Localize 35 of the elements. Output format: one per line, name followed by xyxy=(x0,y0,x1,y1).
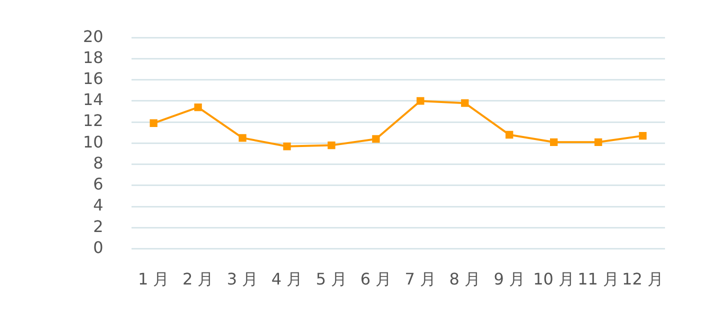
y-tick-label: 18 xyxy=(83,48,104,67)
point xyxy=(150,119,158,127)
y-tick-label: 14 xyxy=(83,90,104,110)
point xyxy=(372,135,380,143)
x-tick-label: 4 月 xyxy=(271,270,303,289)
x-tick-label: 3 月 xyxy=(226,270,258,289)
point xyxy=(638,132,647,140)
point xyxy=(506,130,514,139)
x-tick-label: 8 月 xyxy=(449,270,481,289)
point xyxy=(550,138,558,146)
y-tick-label: 4 xyxy=(93,196,104,215)
point xyxy=(594,138,602,146)
x-tick-label: 10 月 xyxy=(533,270,575,289)
x-tick-label: 9 月 xyxy=(494,270,525,289)
point xyxy=(194,103,202,112)
y-tick-label: 8 xyxy=(93,153,104,172)
y-tick-label: 0 xyxy=(93,238,104,257)
point xyxy=(328,141,336,150)
point xyxy=(238,134,246,142)
y-tick-label: 6 xyxy=(93,174,104,194)
y-tick-label: 2 xyxy=(93,216,104,236)
x-tick-label: 11 月 xyxy=(578,270,620,289)
y-tick-label: 12 xyxy=(83,111,104,130)
x-tick-label: 2 月 xyxy=(182,270,214,289)
point xyxy=(283,142,291,150)
y-tick-label: 16 xyxy=(83,68,104,88)
x-tick-label: 5 月 xyxy=(316,270,348,289)
y-tick-label: 10 xyxy=(83,132,104,152)
x-tick-label: 6 月 xyxy=(360,270,392,289)
y-tick-label: 20 xyxy=(83,26,104,46)
point xyxy=(416,97,424,105)
point xyxy=(461,99,469,107)
x-tick-label: 7 月 xyxy=(404,270,436,289)
x-tick-label: 12 月 xyxy=(622,270,664,289)
x-tick-label: 1 月 xyxy=(138,270,170,289)
